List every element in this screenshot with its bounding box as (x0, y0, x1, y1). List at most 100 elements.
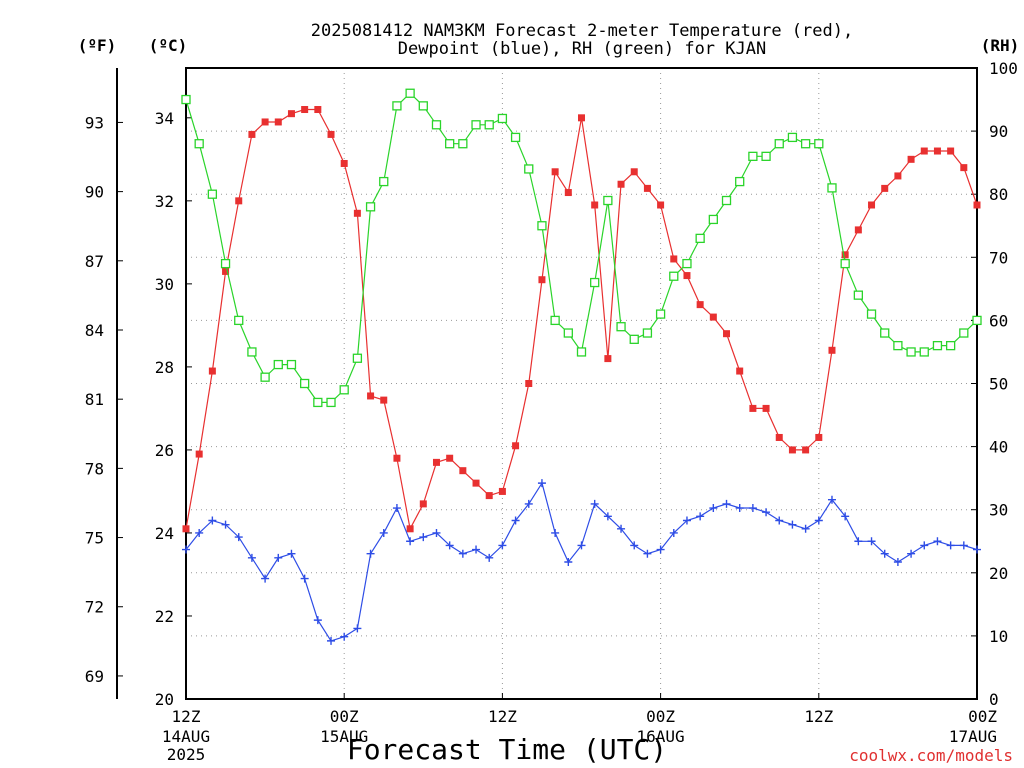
rh-point (919, 347, 929, 357)
dewpoint-point (669, 528, 678, 537)
x-tick-date-label: 14AUG (162, 727, 210, 746)
temperature-point (933, 147, 941, 155)
dewpoint-point (498, 541, 507, 550)
rh-point (603, 195, 613, 206)
celsius-tick-label: 24 (155, 524, 174, 543)
grid-lines (186, 68, 977, 699)
dewpoint-point (762, 508, 771, 517)
dewpoint-point (735, 504, 744, 513)
x-tick-label: 12Z (172, 707, 201, 726)
rh-point (352, 353, 363, 363)
rh-tick-label: 90 (989, 122, 1008, 141)
rh-point (655, 309, 666, 319)
dewpoint-point (841, 512, 850, 521)
temperature-point (736, 367, 744, 375)
dewpoint-point (551, 528, 560, 537)
temperature-point (235, 197, 243, 205)
rh-point (339, 385, 349, 395)
temperature-point (973, 201, 981, 209)
temperature-point (485, 492, 493, 500)
rh-point (220, 258, 231, 269)
dewpoint-point (709, 504, 718, 513)
dewpoint-point (313, 616, 322, 625)
rh-point (194, 139, 204, 149)
rh-point (484, 120, 494, 130)
dewpoint-point (867, 537, 876, 546)
chart-title-line1: 2025081412 NAM3KM Forecast 2-meter Tempe… (311, 21, 853, 41)
dewpoint-point (880, 549, 889, 558)
dewpoint-point (617, 524, 626, 533)
rh-tick-label: 30 (989, 501, 1008, 520)
dewpoint-point (208, 516, 217, 525)
celsius-tick-label: 22 (155, 607, 174, 626)
fahrenheit-unit-label: (ºF) (78, 36, 117, 55)
rh-point (590, 277, 600, 288)
dewpoint-point (472, 545, 481, 554)
dewpoint-point (788, 520, 797, 529)
dewpoint-point (182, 545, 190, 554)
temperature-point (881, 184, 889, 192)
rh-tick-label: 40 (989, 438, 1008, 457)
rh-point (880, 328, 890, 338)
x-axis-title: Forecast Time (UTC) (347, 733, 667, 766)
dewpoint-point (353, 624, 362, 633)
rh-point (207, 189, 218, 199)
dewpoint-point (893, 558, 902, 567)
temperature-point (432, 458, 440, 466)
celsius-tick-label: 20 (155, 690, 174, 709)
celsius-tick-label: 26 (155, 441, 174, 460)
temperature-point (907, 155, 915, 163)
rh-point (418, 101, 428, 111)
temperature-point (749, 404, 757, 412)
dewpoint-point (524, 499, 533, 508)
rh-point (299, 378, 310, 389)
dewpoint-point (458, 549, 467, 558)
temperature-point (828, 346, 836, 354)
temperature-point (657, 201, 665, 209)
rh-point (365, 202, 376, 212)
rh-point (510, 132, 521, 143)
temperature-line (185, 108, 978, 531)
rh-point (682, 258, 692, 269)
rh-point (800, 139, 811, 149)
temperature-point (564, 189, 572, 197)
dewpoint-point (419, 533, 428, 542)
dewpoint-point (287, 549, 296, 558)
dewpoint-point (946, 541, 955, 550)
temperature-point (301, 106, 309, 114)
dewpoint-point (234, 533, 243, 542)
dewpoint-point (511, 516, 520, 525)
dewpoint-point (340, 632, 349, 641)
temperature-point (868, 201, 876, 209)
rh-point (972, 315, 982, 326)
temperature-point (696, 301, 704, 309)
dewpoint-point (907, 549, 916, 558)
rh-point (576, 347, 587, 357)
rh-point (642, 328, 653, 338)
x-tick-date-label: 15AUG (320, 727, 368, 746)
temperature-point (723, 330, 731, 338)
temperature-point (762, 404, 770, 412)
dewpoint-point (696, 512, 705, 521)
x-tick-label: 00Z (330, 707, 359, 726)
rh-point (616, 322, 626, 332)
temperature-point (802, 446, 810, 454)
fahrenheit-tick-label: 72 (85, 598, 104, 617)
temperature-point (894, 172, 902, 180)
rh-point (273, 359, 283, 370)
dewpoint-point (445, 541, 454, 550)
temperature-point (367, 392, 375, 400)
temperature-point (578, 114, 585, 122)
celsius-unit-label: (ºC) (149, 36, 188, 55)
rh-point (181, 94, 191, 105)
dewpoint-point (195, 528, 204, 537)
temperature-point (525, 380, 533, 387)
rh-point (234, 315, 244, 326)
rh-point (550, 315, 560, 326)
axes: 20 22 24 26 28 30 32 34 69 72 75 78 81 84 87 90 93 0 10 20 3… (85, 59, 1018, 764)
fahrenheit-tick-label: 87 (85, 252, 104, 271)
x-tick-date-label: 16AUG (637, 727, 685, 746)
rh-point (431, 120, 442, 130)
temperature-point (208, 367, 216, 375)
